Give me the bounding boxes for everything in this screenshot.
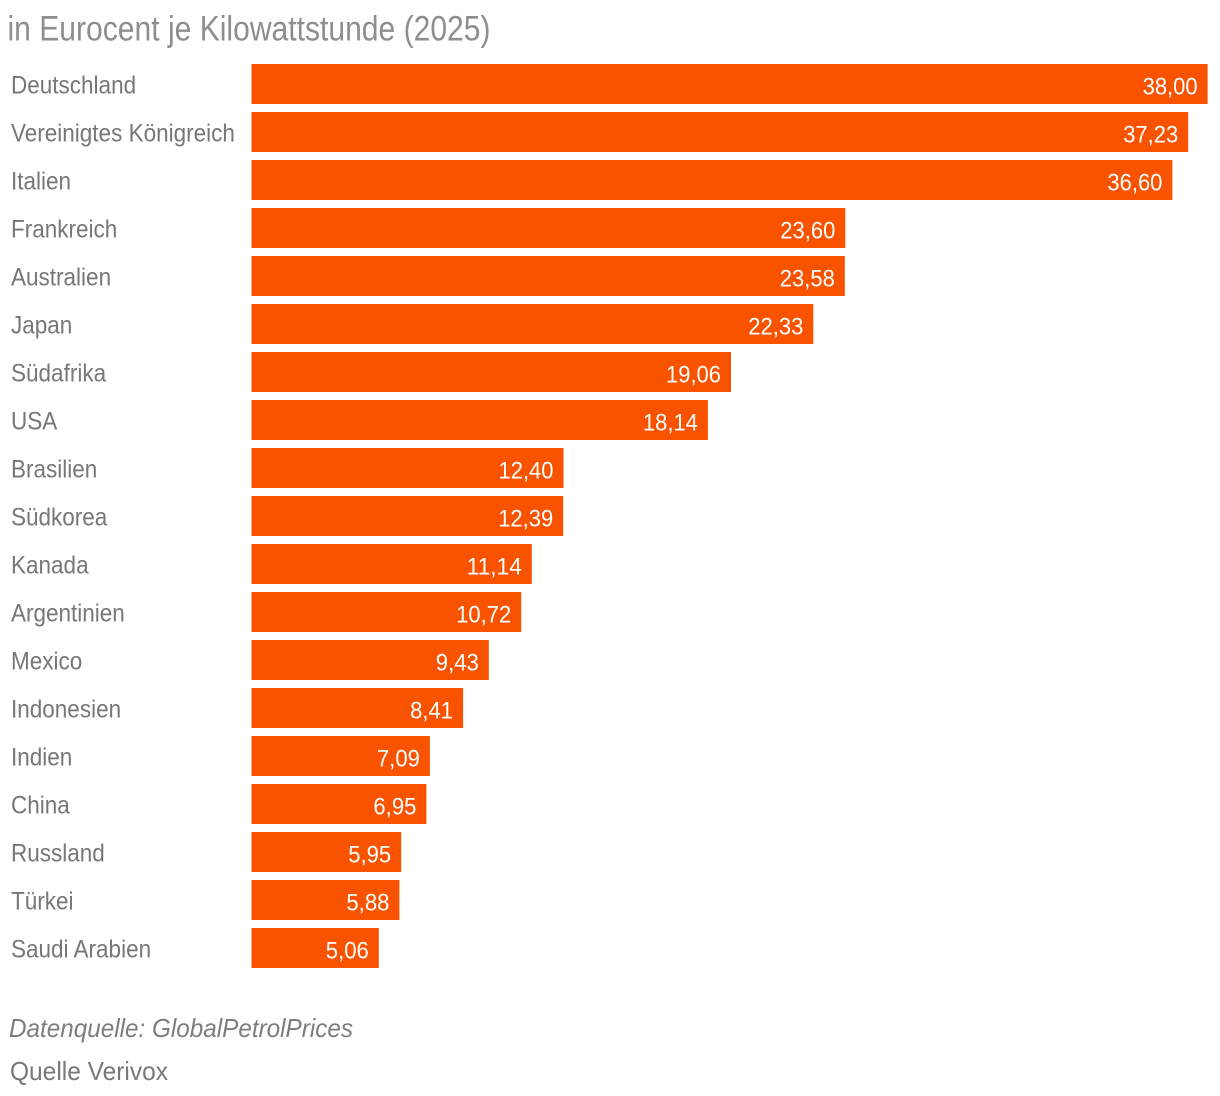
svg-text:Datenquelle: GlobalPetrolPrice: Datenquelle: GlobalPetrolPrices: [9, 1013, 353, 1043]
svg-text:Indien: Indien: [11, 743, 72, 771]
svg-text:5,95: 5,95: [348, 841, 391, 868]
svg-text:Türkei: Türkei: [11, 887, 74, 915]
svg-text:Deutschland: Deutschland: [11, 71, 136, 99]
svg-text:23,58: 23,58: [780, 265, 835, 292]
svg-text:Südkorea: Südkorea: [11, 503, 107, 531]
svg-text:in Eurocent je Kilowattstunde: in Eurocent je Kilowattstunde (2025): [8, 10, 491, 49]
svg-text:19,06: 19,06: [666, 361, 721, 388]
svg-text:Kanada: Kanada: [11, 551, 89, 579]
svg-text:22,33: 22,33: [748, 313, 803, 340]
svg-text:Australien: Australien: [11, 263, 111, 291]
svg-text:36,60: 36,60: [1107, 169, 1162, 196]
svg-text:10,72: 10,72: [456, 601, 511, 628]
svg-text:37,23: 37,23: [1123, 121, 1178, 148]
svg-text:Vereinigtes Königreich: Vereinigtes Königreich: [11, 119, 235, 147]
svg-text:Südafrika: Südafrika: [11, 359, 106, 387]
svg-text:Italien: Italien: [11, 167, 71, 195]
svg-text:6,95: 6,95: [373, 793, 416, 820]
svg-text:5,88: 5,88: [346, 889, 389, 916]
svg-text:Quelle Verivox: Quelle Verivox: [10, 1056, 168, 1086]
svg-text:8,41: 8,41: [410, 697, 453, 724]
svg-text:Frankreich: Frankreich: [11, 215, 117, 243]
svg-text:38,00: 38,00: [1143, 73, 1198, 100]
svg-text:Indonesien: Indonesien: [11, 695, 121, 723]
svg-text:Brasilien: Brasilien: [11, 455, 97, 483]
svg-text:Russland: Russland: [11, 839, 105, 867]
svg-text:12,39: 12,39: [498, 505, 553, 532]
svg-text:USA: USA: [11, 407, 58, 435]
svg-text:5,06: 5,06: [326, 937, 369, 964]
svg-text:11,14: 11,14: [467, 553, 522, 580]
svg-text:China: China: [11, 791, 70, 819]
svg-text:Argentinien: Argentinien: [11, 599, 125, 627]
svg-text:9,43: 9,43: [436, 649, 479, 676]
svg-text:7,09: 7,09: [377, 745, 420, 772]
svg-text:Japan: Japan: [11, 311, 72, 339]
svg-text:23,60: 23,60: [780, 217, 835, 244]
svg-text:18,14: 18,14: [643, 409, 698, 436]
svg-text:Mexico: Mexico: [11, 647, 82, 675]
svg-text:12,40: 12,40: [499, 457, 554, 484]
svg-text:Saudi Arabien: Saudi Arabien: [11, 935, 151, 963]
